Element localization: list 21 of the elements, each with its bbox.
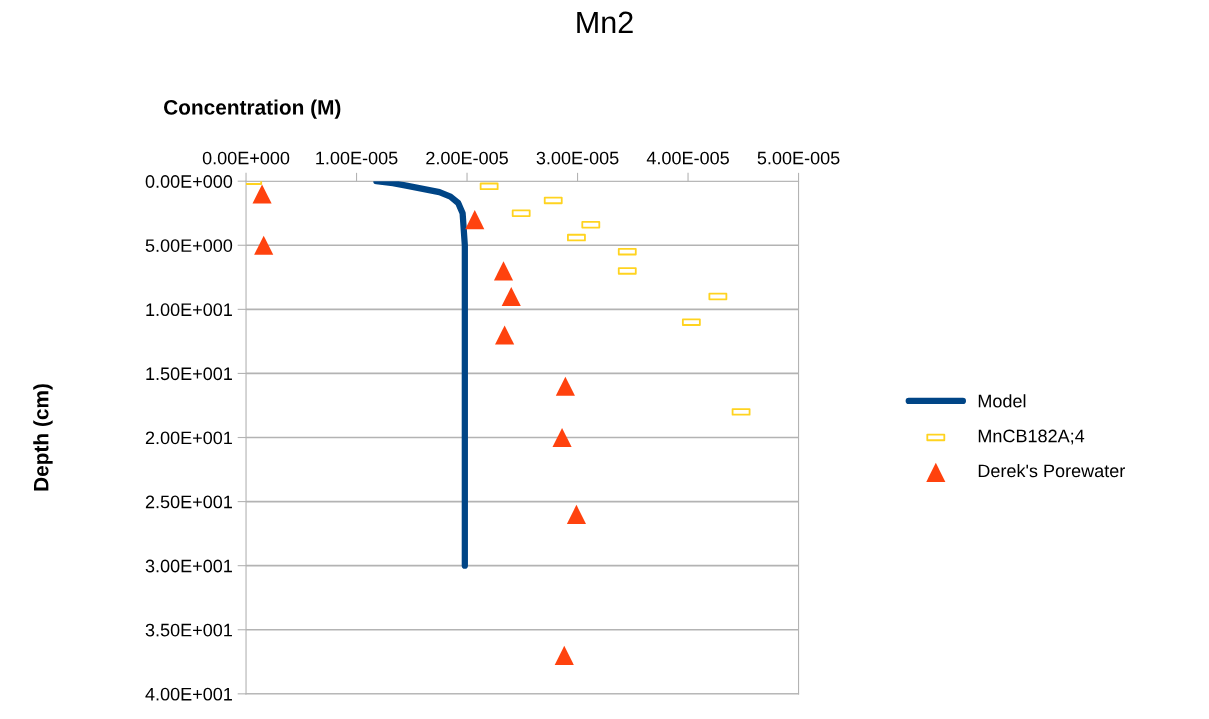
x-tick-label: 0.00E+000 — [202, 151, 290, 165]
chart-title: Mn2 — [577, 11, 633, 33]
y-tick-label: 4.00E+001 — [145, 687, 232, 701]
legend-label: Model — [978, 394, 1026, 408]
y-tick-label: 3.50E+001 — [145, 623, 232, 637]
legend-label: MnCB182A;4 — [978, 429, 1085, 445]
y-tick-label: 3.00E+001 — [145, 559, 232, 573]
x-tick-label: 1.00E-005 — [316, 151, 398, 165]
y-tick-label: 2.50E+001 — [145, 495, 232, 509]
x-axis-title: Concentration (M) — [164, 99, 341, 119]
y-tick-label: 2.00E+001 — [145, 431, 232, 445]
y-tick-label: 5.00E+000 — [145, 239, 233, 252]
x-tick-label: 4.00E-005 — [646, 151, 729, 165]
x-tick-label: 3.00E-005 — [536, 151, 619, 165]
y-tick-label: 0.00E+000 — [145, 175, 233, 188]
x-tick-label: 2.00E-005 — [426, 151, 508, 165]
y-tick-label: 1.00E+001 — [146, 303, 232, 317]
x-tick-label: 5.00E-005 — [757, 151, 840, 165]
y-tick-label: 1.50E+001 — [146, 367, 232, 381]
y-axis-title: Depth (cm) — [33, 384, 53, 491]
legend-label: Derek's Porewater — [978, 463, 1125, 478]
